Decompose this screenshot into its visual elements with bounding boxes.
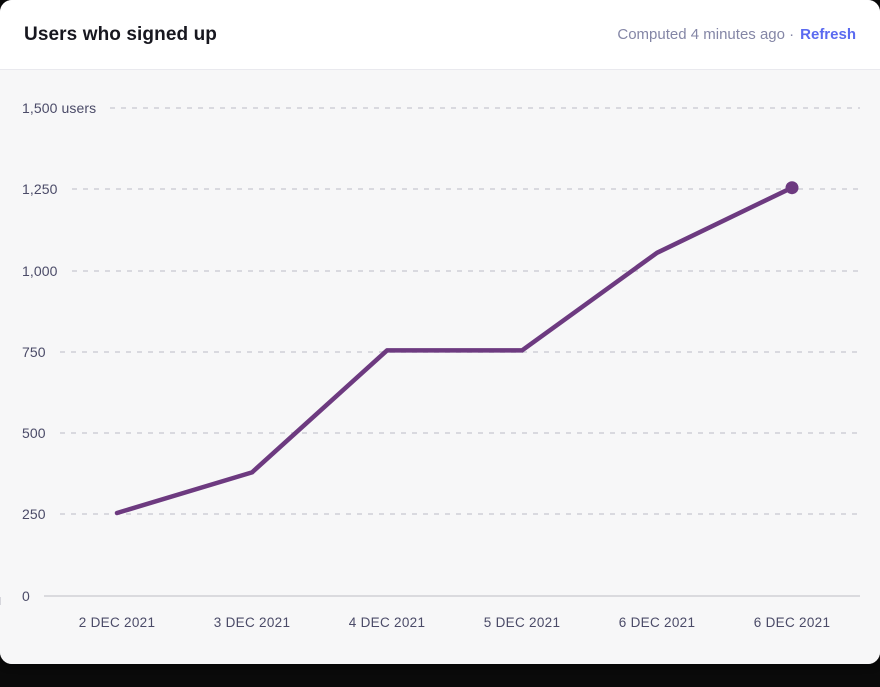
x-axis-label: 6 DEC 2021: [753, 615, 831, 630]
y-axis-label: 1,500 users: [22, 100, 97, 116]
y-axis-label: 1,250: [22, 181, 58, 197]
x-axis-line: [43, 595, 860, 597]
x-axis-label: 5 DEC 2021: [483, 615, 561, 630]
y-axis-label: 250: [22, 506, 46, 522]
gridline: [71, 270, 860, 272]
gridline: [59, 351, 860, 353]
x-axis-label: 2 DEC 2021: [78, 615, 156, 630]
card-header: Users who signed up Computed 4 minutes a…: [0, 0, 880, 70]
chart-card: Users who signed up Computed 4 minutes a…: [0, 0, 880, 664]
gridline: [110, 107, 860, 109]
gridline: [59, 513, 860, 515]
computed-timestamp: Computed 4 minutes ago ·: [617, 26, 795, 43]
card-title: Users who signed up: [24, 23, 217, 45]
gridline-row: 0: [22, 586, 860, 606]
gridline-row: 500: [22, 423, 860, 443]
x-axis-label: 3 DEC 2021: [213, 615, 291, 630]
x-axis-label: 6 DEC 2021: [618, 615, 696, 630]
gridline-row: 1,000: [22, 261, 860, 281]
x-axis-label: 4 DEC 2021: [348, 615, 426, 630]
y-axis-label: 750: [22, 344, 46, 360]
gridline: [59, 432, 860, 434]
gridline-row: 1,500 users: [22, 98, 860, 118]
computed-meta: Computed 4 minutes ago · Refresh: [617, 26, 856, 43]
gridline-row: 1,250: [22, 179, 860, 199]
y-axis-label: 0: [22, 588, 30, 604]
y-axis-label: 500: [22, 425, 46, 441]
chart-area: 1,500 users 1,250 1,000 750 500 250 0: [0, 70, 880, 664]
gridline: [71, 188, 860, 190]
x-axis-tick: [0, 597, 1, 605]
gridline-row: 250: [22, 504, 860, 524]
gridline-row: 750: [22, 342, 860, 362]
refresh-link[interactable]: Refresh: [800, 26, 856, 43]
y-axis-label: 1,000: [22, 263, 58, 279]
signups-line-chart: [114, 181, 799, 516]
